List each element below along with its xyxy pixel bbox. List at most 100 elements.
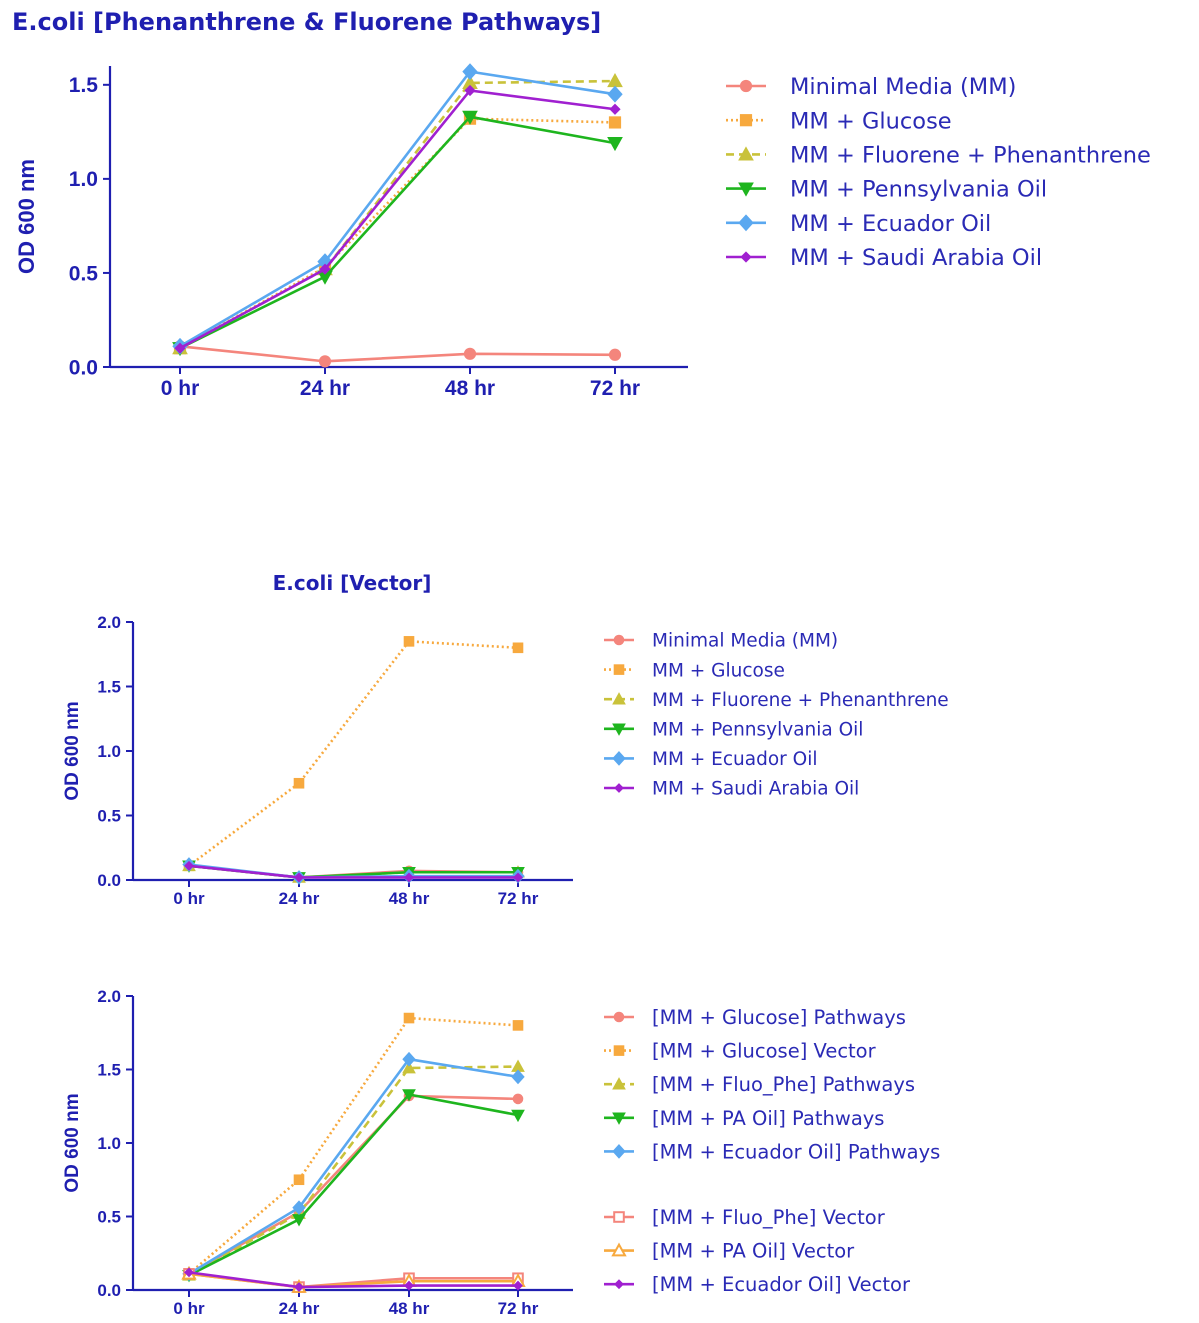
- legend-marker: [613, 1045, 625, 1056]
- series-line: [179, 115, 616, 350]
- data-point: [607, 73, 623, 88]
- series-line: [188, 864, 518, 879]
- series-line: [188, 1016, 519, 1275]
- y-tick-label: 1.0: [69, 168, 98, 191]
- data-point: [292, 1200, 306, 1216]
- legend-item: MM + Ecuador Oil: [604, 749, 818, 770]
- legend-marker: [613, 664, 625, 675]
- legend-item: MM + Pennsylvania Oil: [604, 719, 863, 740]
- data-point: [293, 1174, 305, 1186]
- legend-marker: [612, 692, 626, 705]
- data-point: [184, 1267, 194, 1278]
- legend-item: [MM + Glucose] Vector: [604, 1040, 877, 1063]
- data-point: [319, 263, 331, 275]
- x-tick-label: 48 hr: [389, 1299, 430, 1318]
- legend-item: Minimal Media (MM): [604, 631, 838, 652]
- legend-marker: [613, 1211, 625, 1223]
- data-point: [463, 347, 477, 360]
- y-tick-label: 2.0: [97, 613, 121, 632]
- legend-label: MM + Pennsylvania Oil: [790, 177, 1047, 203]
- legend-label: [MM + Glucose] Pathways: [652, 1006, 906, 1029]
- data-point: [513, 872, 523, 883]
- legend-label: MM + Ecuador Oil: [652, 749, 818, 770]
- data-point: [404, 1280, 414, 1291]
- legend-item: MM + Saudi Arabia Oil: [726, 245, 1042, 271]
- data-point: [608, 116, 622, 129]
- legend-item: MM + Pennsylvania Oil: [726, 177, 1047, 203]
- legend-label: MM + Glucose: [652, 660, 785, 681]
- data-point: [512, 642, 524, 654]
- data-point: [184, 860, 194, 871]
- legend-item: MM + Saudi Arabia Oil: [604, 779, 859, 800]
- y-tick-label: 1.0: [97, 742, 121, 761]
- legend-item: MM + Fluorene + Phenanthrene: [726, 143, 1151, 169]
- legend-label: MM + Fluorene + Phenanthrene: [790, 143, 1151, 169]
- legend-item: MM + Glucose: [726, 108, 952, 134]
- legend-marker: [739, 79, 753, 93]
- data-point: [402, 1051, 416, 1067]
- legend-item: MM + Fluorene + Phenanthrene: [604, 690, 949, 711]
- legend-marker: [738, 214, 754, 232]
- legend-marker: [614, 783, 624, 793]
- y-axis-label: OD 600 nm: [62, 701, 83, 800]
- y-tick-label: 2.0: [97, 987, 121, 1006]
- series-line: [188, 1057, 519, 1275]
- legend-item: [MM + Ecuador Oil] Vector: [604, 1273, 911, 1296]
- x-tick-label: 72 hr: [498, 889, 539, 908]
- series-4: [172, 110, 623, 357]
- y-tick-label: 0.5: [97, 806, 121, 825]
- x-tick-label: 48 hr: [445, 377, 495, 400]
- series-5: [182, 1051, 525, 1282]
- legend-marker: [612, 751, 626, 766]
- data-point: [294, 872, 304, 883]
- legend-item: [MM + Ecuador Oil] Pathways: [604, 1140, 940, 1163]
- legend-label: MM + Saudi Arabia Oil: [652, 779, 859, 800]
- legend-label: [MM + Ecuador Oil] Vector: [652, 1273, 911, 1296]
- series-2: [183, 1012, 524, 1280]
- legend-marker: [613, 1011, 625, 1023]
- data-point: [174, 342, 186, 354]
- data-point: [402, 1061, 416, 1074]
- series-2: [183, 636, 524, 872]
- chart-1: E.coli [Phenanthrene & Fluorene Pathways…: [12, 8, 1151, 400]
- data-point: [608, 348, 622, 361]
- legend-label: MM + Glucose: [790, 108, 952, 134]
- legend-marker: [738, 146, 754, 161]
- y-tick-label: 0.5: [69, 262, 99, 285]
- legend-label: MM + Pennsylvania Oil: [652, 719, 863, 740]
- y-tick-label: 1.5: [69, 74, 99, 97]
- y-tick-label: 0.0: [97, 1281, 121, 1300]
- data-point: [512, 1020, 524, 1031]
- data-point: [318, 355, 332, 368]
- data-point: [403, 636, 415, 647]
- data-point: [462, 63, 478, 81]
- series-5: [172, 63, 623, 355]
- x-tick-label: 24 hr: [300, 377, 350, 400]
- y-axis-label: OD 600 nm: [62, 1093, 83, 1192]
- data-point: [607, 85, 623, 103]
- y-tick-label: 1.5: [97, 1060, 121, 1079]
- y-tick-label: 0.0: [97, 871, 121, 890]
- series-line: [188, 1094, 519, 1275]
- legend-label: [MM + Fluo_Phe] Vector: [652, 1206, 886, 1229]
- data-point: [513, 1280, 523, 1291]
- legend-label: MM + Ecuador Oil: [790, 211, 991, 237]
- legend-label: [MM + Ecuador Oil] Pathways: [652, 1140, 940, 1163]
- y-tick-label: 0.5: [97, 1207, 121, 1226]
- legend-item: [MM + Glucose] Pathways: [604, 1006, 906, 1029]
- legend-marker: [612, 723, 626, 736]
- data-point: [292, 1214, 306, 1227]
- legend-label: Minimal Media (MM): [790, 74, 1016, 100]
- series-line: [188, 1093, 519, 1277]
- x-tick-label: 24 hr: [279, 889, 320, 908]
- series-1: [173, 340, 622, 368]
- x-tick-label: 0 hr: [161, 377, 200, 400]
- legend-label: [MM + Glucose] Vector: [652, 1040, 877, 1063]
- legend-item: [MM + Fluo_Phe] Vector: [604, 1206, 886, 1229]
- data-point: [402, 1089, 416, 1102]
- data-point: [511, 1109, 525, 1123]
- data-point: [464, 84, 476, 97]
- x-tick-label: 24 hr: [279, 1299, 320, 1318]
- legend-item: MM + Ecuador Oil: [726, 211, 991, 237]
